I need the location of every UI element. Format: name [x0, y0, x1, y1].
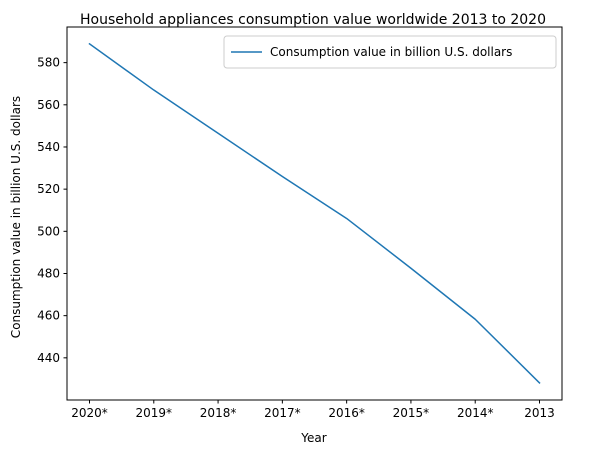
- x-tick-label: 2015*: [393, 406, 430, 420]
- y-axis-label: Consumption value in billion U.S. dollar…: [9, 96, 23, 338]
- x-tick-label: 2020*: [71, 406, 108, 420]
- chart-title: Household appliances consumption value w…: [80, 12, 546, 28]
- y-tick-label: 580: [37, 56, 60, 70]
- y-tick-label: 540: [37, 140, 60, 154]
- series-line: [88, 42, 541, 384]
- y-tick-label: 500: [37, 224, 60, 238]
- x-tick-label: 2017*: [264, 406, 301, 420]
- y-tick-label: 480: [37, 266, 60, 280]
- y-tick-label: 440: [37, 351, 60, 365]
- y-axis: 440 460 480 500 520 540 560 580: [37, 56, 67, 365]
- legend-box: [223, 35, 557, 69]
- x-tick-label: 2014*: [457, 406, 494, 420]
- legend: Consumption value in billion U.S. dollar…: [223, 35, 557, 69]
- series-layer: [88, 42, 541, 384]
- plot-area-frame: [66, 26, 563, 401]
- y-tick-label: 560: [37, 98, 60, 112]
- x-tick-label: 2013: [524, 406, 555, 420]
- y-tick-label: 520: [37, 182, 60, 196]
- y-tick-label: 460: [37, 309, 60, 323]
- x-axis-label: Year: [300, 431, 326, 445]
- x-tick-label: 2019*: [136, 406, 173, 420]
- x-tick-label: 2016*: [328, 406, 365, 420]
- x-axis: 2020* 2019* 2018* 2017* 2016* 2015* 2014* 2013: [71, 400, 555, 420]
- x-tick-label: 2018*: [200, 406, 237, 420]
- legend-label: Consumption value in billion U.S. dollar…: [270, 45, 512, 59]
